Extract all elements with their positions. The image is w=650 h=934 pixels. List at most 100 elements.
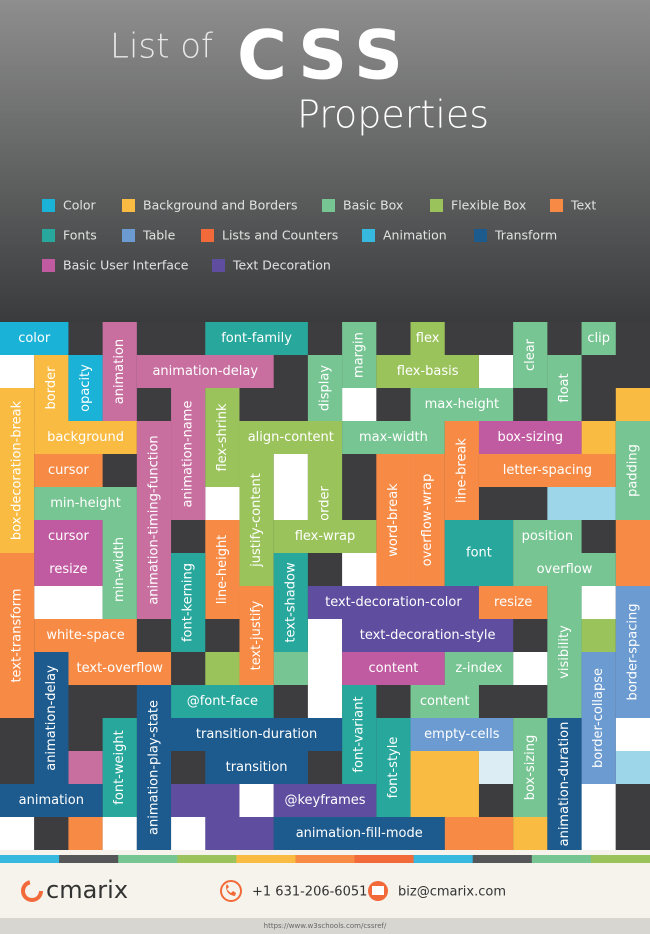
filler-cell [478,355,514,388]
filler-cell [615,718,650,751]
legend-swatch [42,229,55,242]
mail-glyph [372,886,384,895]
filler-cell [0,718,35,751]
filler-cell [0,817,35,850]
tile-label: background [47,430,124,445]
filler-cell [615,751,650,784]
filler-cell [68,751,103,784]
tile [478,454,616,487]
tile-label: line-height [215,535,230,605]
tile-label: font-kerning [181,563,196,642]
logo-icon [21,880,43,902]
tile [273,520,377,553]
tile-label: overflow-wrap [420,474,435,567]
tile [68,652,172,685]
stripe-segment [177,855,237,863]
tile-label: max-height [425,397,499,412]
tile-label: line-break [454,438,469,503]
legend-label: Basic User Interface [63,258,189,273]
filler-cell [307,619,343,718]
stripe-segment [472,855,533,863]
tile-label: font-weight [112,730,127,804]
tile [205,520,240,619]
tile [205,388,240,487]
tile-label: flex-wrap [295,529,356,544]
legend-swatch [430,199,443,212]
tile [615,421,650,520]
tile [0,553,35,718]
filler-cell [0,355,35,388]
filler-cell [513,652,548,685]
filler-cell [34,817,69,850]
filler-cell [547,487,616,520]
tile-label: border-collapse [591,668,606,768]
filler-cell [239,784,274,817]
tile-label: position [522,529,574,544]
tile-label: cursor [48,463,89,478]
tile [0,388,35,553]
tile [239,586,274,685]
tile [478,586,548,619]
mosaic-fillers [0,355,650,850]
tile-label: white-space [46,628,124,643]
stripe-segment [118,855,178,863]
tile [410,718,514,751]
tile [34,520,103,553]
stripe-segment [590,855,650,863]
filler-cell [581,388,616,421]
tile-label: max-width [359,430,428,445]
tile-label: box-decoration-break [10,400,25,540]
filler-cell [205,817,274,850]
filler-cell [273,454,308,520]
tile [444,652,514,685]
legend-label: Color [63,198,96,213]
tile [273,553,308,652]
tile-label: @keyframes [284,793,365,808]
tile-label: animation [112,339,127,404]
brand: cmarix [46,876,128,904]
tile-label: text-overflow [77,661,164,676]
tile-label: display [318,365,333,411]
tile-label: animation-fill-mode [296,826,423,841]
tile-label: content [420,694,470,709]
filler-cell [205,652,240,685]
tile-label: flex [416,331,440,346]
filler-cell [171,817,206,850]
filler-cell [615,784,650,850]
tile-label: opacity [78,364,93,412]
tile [34,487,137,520]
tile-label: font-style [386,737,401,799]
tile-label: color [18,331,51,346]
stripe-segment [236,855,296,863]
tile-label: clip [587,331,610,346]
tile-label: animation-delay [152,364,258,379]
tile-label: transition-duration [196,727,317,742]
legend-label: Text [570,198,596,213]
tile [136,421,172,619]
tile [307,586,479,619]
legend-swatch [322,199,335,212]
tile [513,520,582,553]
tile [171,553,206,652]
tile [513,553,616,586]
filler-cell [444,817,514,850]
filler-cell [581,586,616,619]
stripe-segment [531,855,592,863]
tile [444,421,479,520]
tile-label: @font-face [187,694,258,709]
tile [547,355,582,421]
filler-cell [205,487,240,520]
tile-label: text-justify [249,600,264,670]
logo: cmarix [21,876,128,904]
mosaic: color border opacity animation animation-del… [0,322,650,850]
filler-cell [410,751,479,817]
tile [136,685,172,850]
tile-label: overflow [537,562,593,577]
stripe-segment [413,855,474,863]
tile-label: text-shadow [283,562,298,643]
legend-label: Animation [383,228,447,243]
tile [34,421,137,454]
tile [376,355,479,388]
tile [444,520,514,586]
